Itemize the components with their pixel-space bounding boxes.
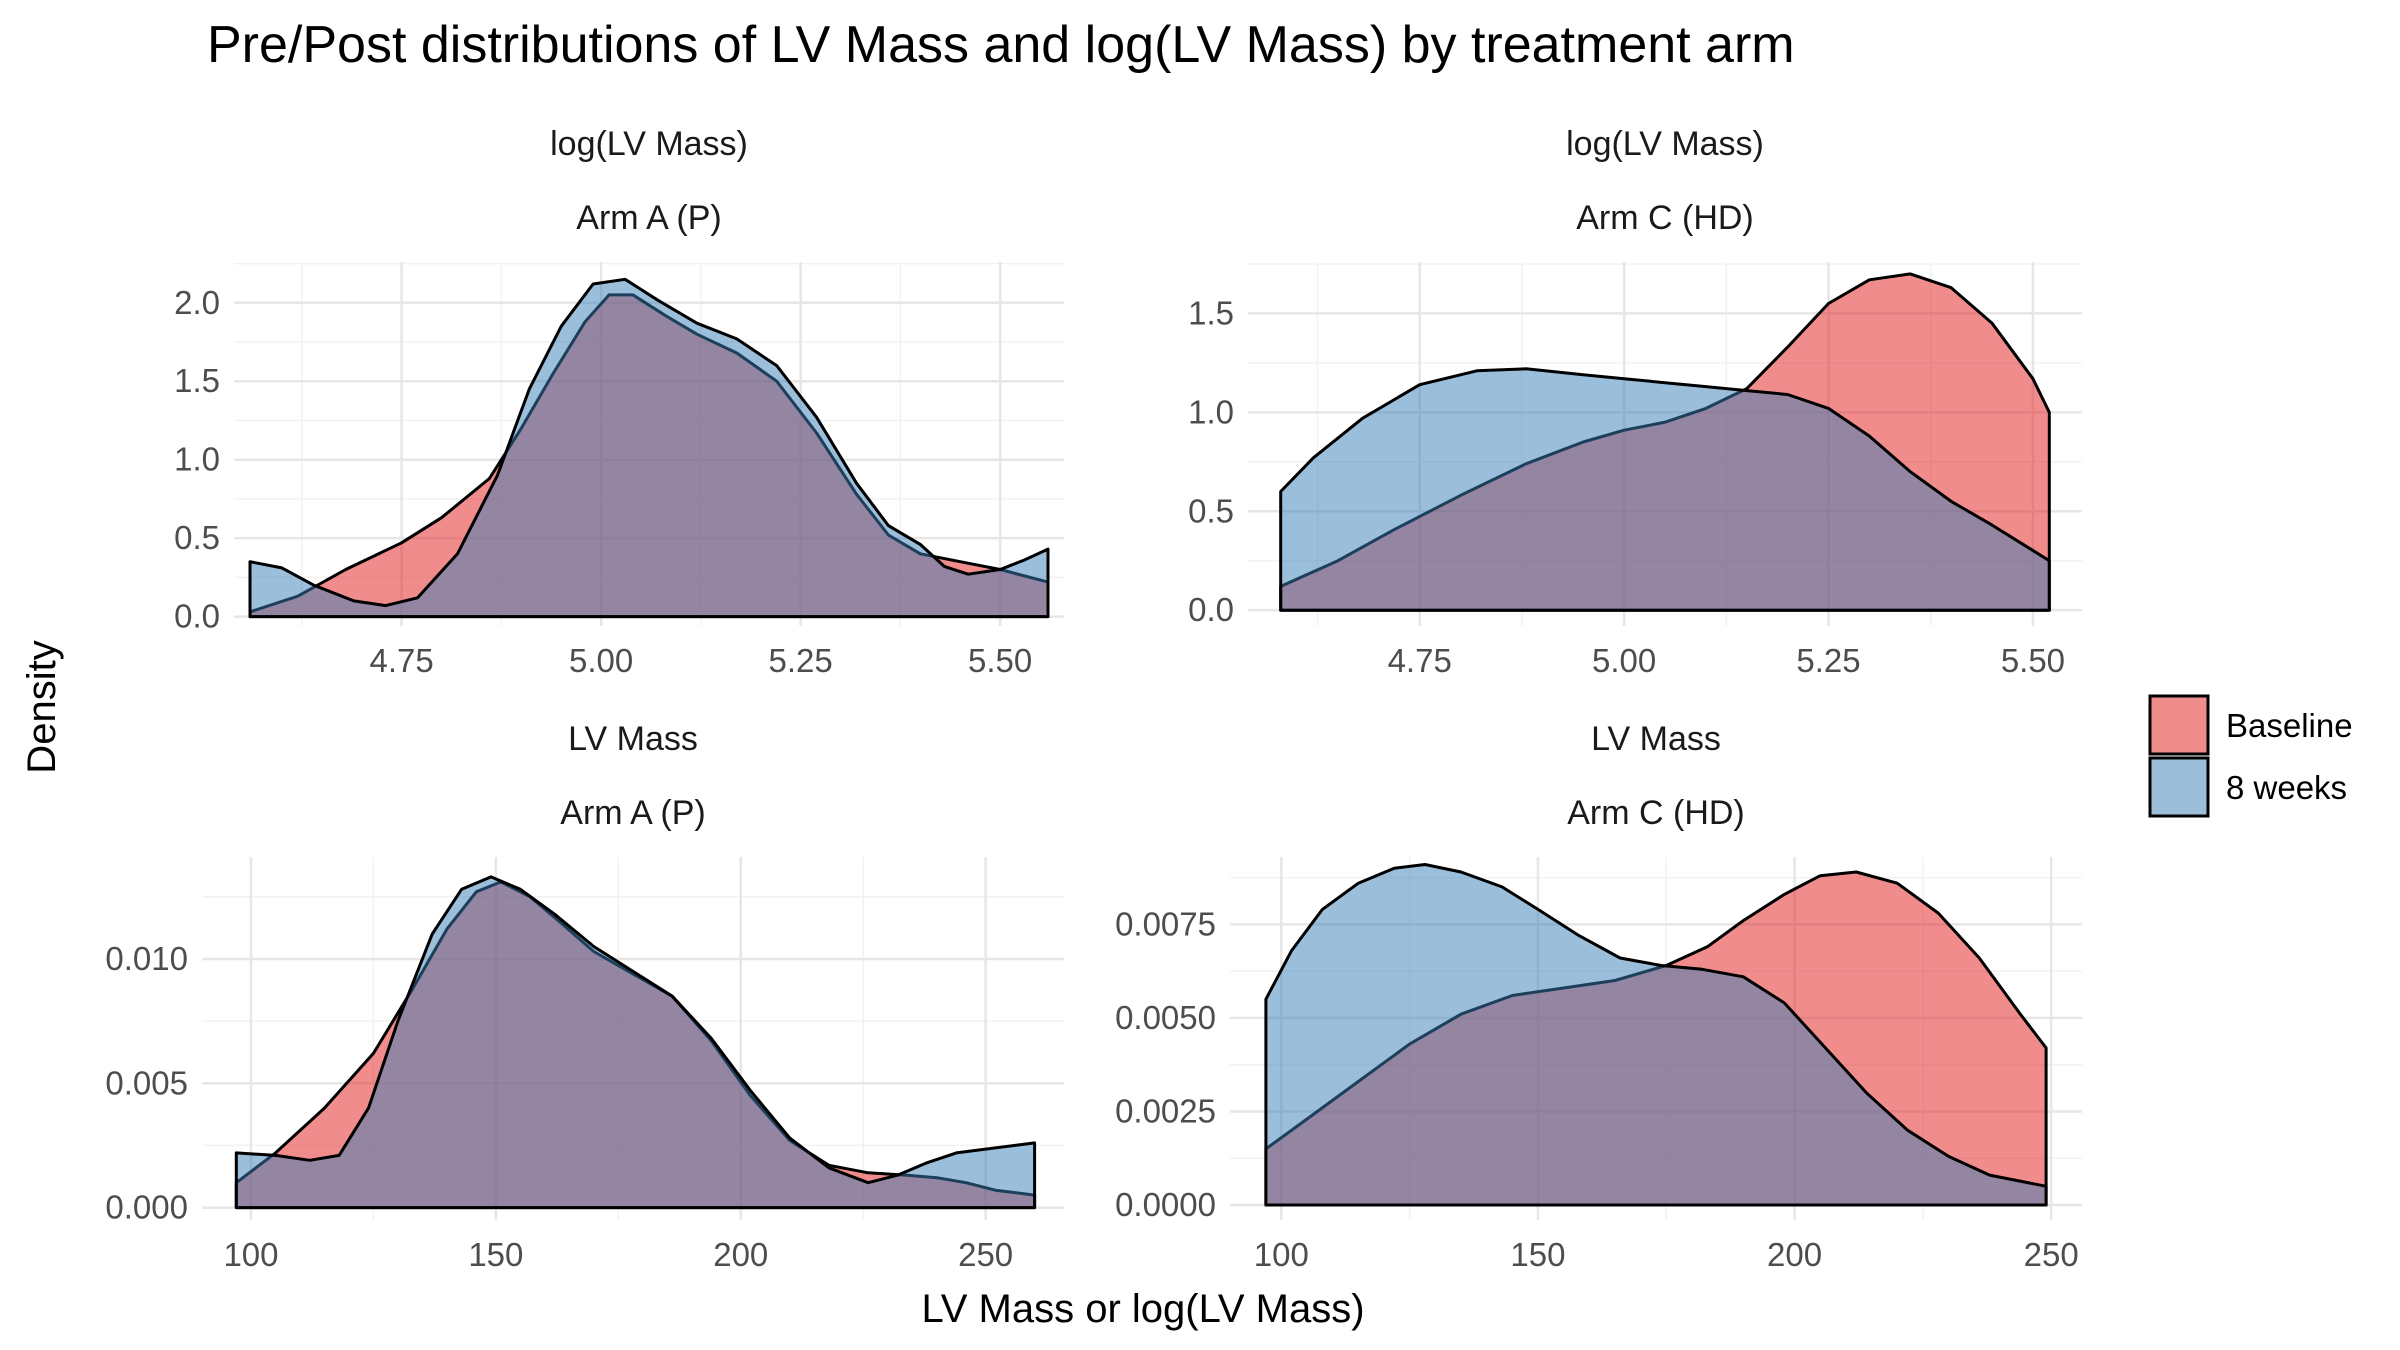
strip-label-measure: LV Mass [1591,720,1721,758]
y-tick-label: 0.0 [174,598,220,635]
x-tick-label: 200 [713,1236,768,1273]
y-axis-title: Density [20,640,64,773]
x-tick-label: 5.25 [1796,642,1860,679]
y-tick-label: 1.5 [1188,294,1234,331]
legend-swatch-baseline [2148,694,2210,756]
x-tick-label: 4.75 [369,642,433,679]
x-tick-label: 5.50 [2001,642,2065,679]
chart-title: Pre/Post distributions of LV Mass and lo… [207,16,1795,74]
y-tick-label: 0.0025 [1115,1092,1216,1129]
x-tick-label: 5.00 [1592,642,1656,679]
strip-label-arm: Arm C (HD) [1567,794,1745,832]
x-tick-label: 4.75 [1388,642,1452,679]
density-8-weeks [1279,367,2051,612]
legend: Baseline 8 weeks [2148,694,2353,818]
strip-label-arm: Arm C (HD) [1576,199,1754,237]
strip-label-arm: Arm A (P) [560,794,705,832]
y-tick-label: 1.5 [174,362,220,399]
y-tick-label: 0.0000 [1115,1186,1216,1223]
strip-label-measure: log(LV Mass) [1566,125,1764,163]
x-tick-label: 150 [1510,1236,1565,1273]
y-tick-label: 0.000 [105,1189,188,1226]
y-tick-label: 0.5 [174,519,220,556]
y-tick-label: 2.0 [174,284,220,321]
x-tick-label: 100 [1254,1236,1309,1273]
facet-panels: log(LV Mass) Arm A (P) 0.0 0.5 1.0 1.5 2.0 4.75… [105,125,2082,1273]
legend-swatch-8-weeks [2148,756,2210,818]
y-tick-label: 0.005 [105,1064,188,1101]
x-tick-label: 200 [1767,1236,1822,1273]
x-tick-label: 5.00 [569,642,633,679]
strip-label-measure: log(LV Mass) [550,125,748,163]
panel-3: LV Mass Arm A (P) 0.000 0.005 0.010 100 150 200… [105,720,1064,1273]
y-tick-label: 1.0 [1188,393,1234,430]
x-tick-label: 5.25 [769,642,833,679]
x-tick-label: 250 [958,1236,1013,1273]
density-8-weeks [234,875,1037,1210]
density-8-weeks [1264,863,2048,1207]
x-axis-title: LV Mass or log(LV Mass) [921,1287,1364,1331]
legend-label-baseline: Baseline [2226,707,2353,744]
y-tick-label: 0.0050 [1115,999,1216,1036]
y-tick-label: 1.0 [174,441,220,478]
legend-label-8-weeks: 8 weeks [2226,769,2347,806]
y-tick-label: 0.010 [105,940,188,977]
y-tick-label: 0.0 [1188,591,1234,628]
y-tick-label: 0.5 [1188,492,1234,529]
x-tick-label: 5.50 [968,642,1032,679]
strip-label-arm: Arm A (P) [576,199,721,237]
density-8-weeks [248,277,1050,619]
x-tick-label: 150 [468,1236,523,1273]
strip-label-measure: LV Mass [568,720,698,758]
panel-4: LV Mass Arm C (HD) 0.0000 0.0025 0.0050 0.007… [1115,720,2082,1273]
panel-1: log(LV Mass) Arm A (P) 0.0 0.5 1.0 1.5 2.0 4.75… [174,125,1064,679]
x-tick-label: 100 [223,1236,278,1273]
panel-2: log(LV Mass) Arm C (HD) 0.0 0.5 1.0 1.5 4.75 5.… [1188,125,2082,679]
y-tick-label: 0.0075 [1115,905,1216,942]
x-tick-label: 250 [2024,1236,2079,1273]
